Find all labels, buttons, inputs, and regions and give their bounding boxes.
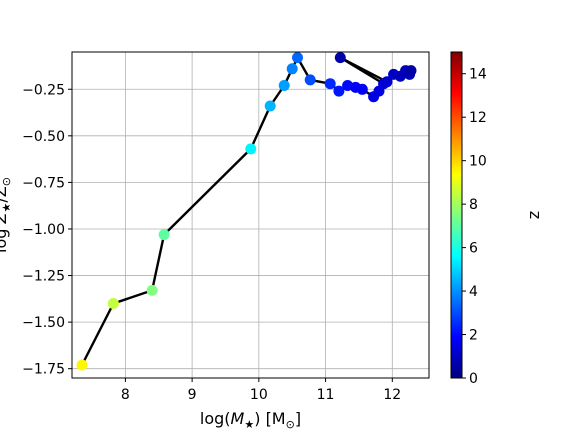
data-point	[333, 85, 345, 97]
y-tick-label: −0.75	[22, 175, 65, 191]
y-tick-label: −0.50	[22, 129, 65, 145]
y-tick-label: −1.00	[22, 222, 65, 238]
data-point	[381, 76, 393, 88]
y-tick-label: −0.25	[22, 82, 65, 98]
colorbar-tick-label: 10	[469, 154, 487, 170]
x-axis-label: log(M★) [M⊙]	[200, 409, 301, 431]
colorbar-tick-label: 4	[469, 284, 478, 300]
x-tick-label: 9	[188, 387, 197, 403]
colorbar-tick-label: 14	[469, 67, 487, 83]
y-axis-ticks: −1.75 −1.50 −1.25 −1.00 −0.75 −0.50 −0.25	[22, 82, 72, 378]
x-tick-label: 11	[317, 387, 335, 403]
grid	[72, 52, 429, 378]
data-point	[286, 63, 298, 75]
data-point	[304, 74, 316, 86]
trajectory-line	[80, 56, 413, 366]
plot-frame	[71, 51, 430, 379]
colorbar-label: z	[526, 211, 545, 219]
x-tick-label: 12	[383, 387, 401, 403]
colorbar-tick-label: 12	[469, 110, 487, 126]
trajectory-polyline	[80, 56, 413, 366]
data-point	[76, 359, 88, 371]
data-point	[405, 65, 417, 77]
data-point	[107, 298, 119, 309]
data-point	[356, 83, 368, 95]
data-point	[146, 284, 158, 296]
x-tick-label: 8	[121, 387, 130, 403]
data-point	[158, 229, 170, 241]
data-point	[334, 52, 346, 64]
y-tick-label: −1.75	[22, 362, 65, 378]
colorbar-tick-label: 6	[469, 241, 478, 257]
data-point	[245, 143, 257, 155]
data-point	[324, 78, 336, 90]
data-points	[76, 52, 417, 371]
data-point	[292, 52, 303, 64]
data-point	[264, 100, 276, 112]
colorbar-tick-label: 8	[469, 197, 478, 213]
y-tick-label: −1.50	[22, 315, 65, 331]
x-tick-label: 10	[250, 387, 268, 403]
data-point	[278, 80, 290, 91]
colorbar-tick-label: 2	[469, 328, 478, 344]
x-axis-ticks: 8 9 10 11 12	[121, 378, 401, 403]
y-tick-label: −1.25	[22, 269, 65, 285]
colorbar-ticks: 0 2 4 6 8 10 12 14	[462, 67, 487, 387]
colorbar-tick-label: 0	[469, 371, 478, 387]
colorbar	[450, 51, 463, 379]
y-axis-label: log Z★/Z⊙	[0, 177, 13, 253]
